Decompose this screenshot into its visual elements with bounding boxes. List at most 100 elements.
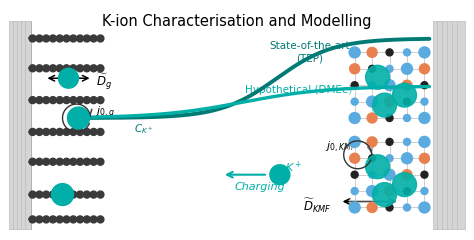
Circle shape <box>384 97 394 107</box>
Circle shape <box>56 216 63 223</box>
Circle shape <box>77 97 83 104</box>
Circle shape <box>403 204 410 211</box>
Circle shape <box>401 63 412 74</box>
Circle shape <box>403 138 410 145</box>
Circle shape <box>63 158 70 165</box>
Circle shape <box>350 64 360 74</box>
Circle shape <box>83 216 91 223</box>
Circle shape <box>49 97 56 104</box>
Circle shape <box>419 47 430 58</box>
Circle shape <box>270 165 290 185</box>
Circle shape <box>384 80 395 91</box>
Circle shape <box>386 114 393 121</box>
Circle shape <box>392 173 417 197</box>
Text: $j_{0,KMF}$: $j_{0,KMF}$ <box>325 140 356 155</box>
Circle shape <box>77 128 83 135</box>
Circle shape <box>83 191 91 198</box>
Circle shape <box>29 191 36 198</box>
Circle shape <box>97 97 104 104</box>
Circle shape <box>43 128 50 135</box>
Circle shape <box>70 65 77 72</box>
Circle shape <box>36 65 43 72</box>
Circle shape <box>52 184 73 205</box>
Circle shape <box>97 216 104 223</box>
Circle shape <box>29 65 36 72</box>
Circle shape <box>373 93 397 117</box>
Circle shape <box>49 35 56 42</box>
Circle shape <box>49 216 56 223</box>
Bar <box>9 21 31 229</box>
Circle shape <box>97 158 104 165</box>
Circle shape <box>70 158 77 165</box>
Circle shape <box>97 65 104 72</box>
Circle shape <box>67 107 90 129</box>
Circle shape <box>90 35 97 42</box>
Circle shape <box>36 128 43 135</box>
Circle shape <box>384 186 394 196</box>
Circle shape <box>351 82 358 89</box>
Circle shape <box>56 191 63 198</box>
Circle shape <box>56 128 63 135</box>
Circle shape <box>97 35 104 42</box>
Circle shape <box>401 153 412 164</box>
Circle shape <box>419 153 429 163</box>
Circle shape <box>36 216 43 223</box>
Circle shape <box>36 191 43 198</box>
Circle shape <box>366 186 378 197</box>
Circle shape <box>56 97 63 104</box>
Circle shape <box>419 136 430 147</box>
Circle shape <box>56 158 63 165</box>
Circle shape <box>56 35 63 42</box>
Circle shape <box>63 35 70 42</box>
Circle shape <box>29 216 36 223</box>
Circle shape <box>386 155 393 162</box>
Text: $C_{K^+}$: $C_{K^+}$ <box>134 122 154 136</box>
Circle shape <box>58 68 79 88</box>
Circle shape <box>90 191 97 198</box>
Circle shape <box>349 202 360 213</box>
Circle shape <box>43 191 50 198</box>
Text: $\widetilde{D}_{KMF}$: $\widetilde{D}_{KMF}$ <box>303 197 332 215</box>
Circle shape <box>90 128 97 135</box>
Circle shape <box>365 155 390 179</box>
Circle shape <box>29 128 36 135</box>
Circle shape <box>70 128 77 135</box>
Circle shape <box>392 83 417 107</box>
Bar <box>433 21 465 229</box>
Circle shape <box>90 65 97 72</box>
Circle shape <box>403 49 410 56</box>
Bar <box>349 136 430 213</box>
Circle shape <box>369 155 375 162</box>
Circle shape <box>384 169 395 180</box>
Circle shape <box>77 191 83 198</box>
Circle shape <box>70 216 77 223</box>
Circle shape <box>63 216 70 223</box>
Circle shape <box>403 98 410 105</box>
Circle shape <box>43 35 50 42</box>
Circle shape <box>77 65 83 72</box>
Circle shape <box>351 98 358 105</box>
Circle shape <box>351 171 358 178</box>
Circle shape <box>369 82 375 89</box>
Circle shape <box>83 35 91 42</box>
Circle shape <box>367 48 377 57</box>
Circle shape <box>386 49 393 56</box>
Circle shape <box>43 65 50 72</box>
Circle shape <box>43 158 50 165</box>
Text: Hypothetical (DMEe): Hypothetical (DMEe) <box>245 85 352 95</box>
Circle shape <box>36 35 43 42</box>
Circle shape <box>43 97 50 104</box>
Circle shape <box>419 113 430 123</box>
Circle shape <box>90 158 97 165</box>
Circle shape <box>36 158 43 165</box>
Circle shape <box>49 128 56 135</box>
Circle shape <box>29 35 36 42</box>
Text: $K^+$: $K^+$ <box>285 160 302 175</box>
Circle shape <box>90 97 97 104</box>
Circle shape <box>63 65 70 72</box>
Circle shape <box>29 97 36 104</box>
Circle shape <box>83 128 91 135</box>
Circle shape <box>386 138 393 145</box>
Text: Charging: Charging <box>235 182 285 192</box>
Circle shape <box>90 216 97 223</box>
